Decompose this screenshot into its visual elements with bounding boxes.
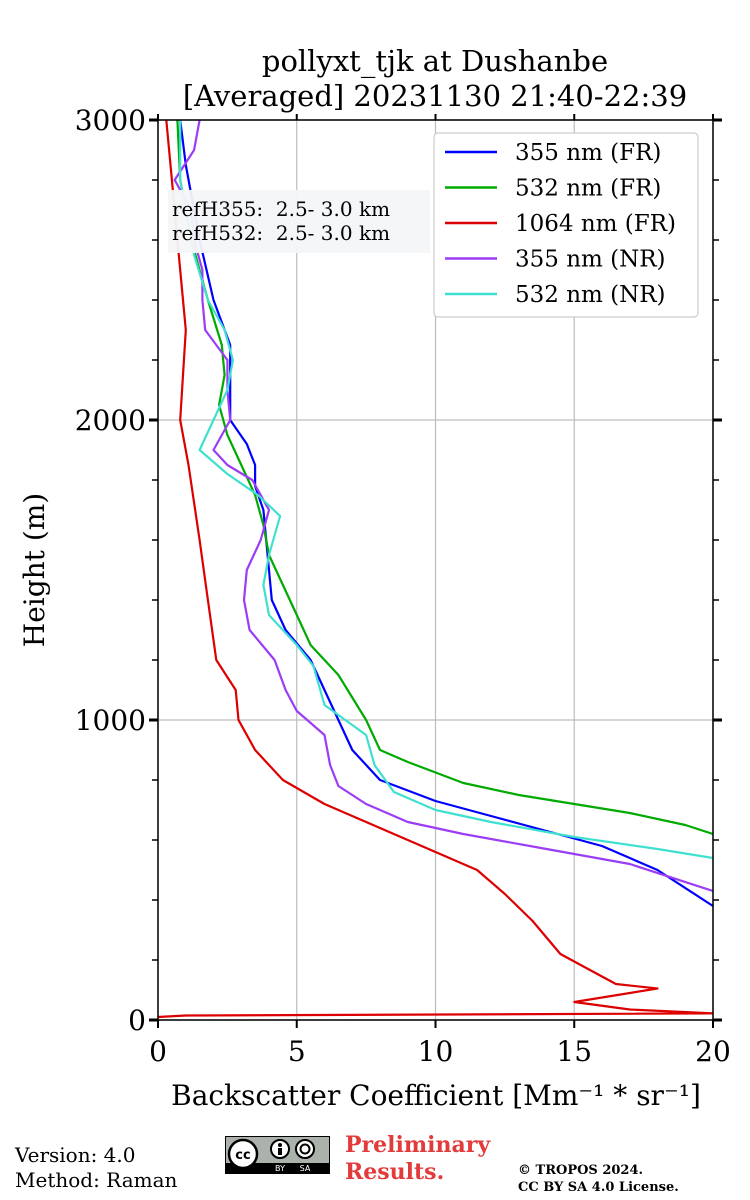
legend-label: 532 nm (FR) — [515, 176, 661, 202]
y-tick-label: 0 — [128, 1004, 146, 1037]
preliminary-results-text: Preliminary — [345, 1132, 491, 1158]
method-text: Method: Raman — [15, 1168, 178, 1192]
y-tick-label: 3000 — [75, 104, 146, 137]
sa-icon — [295, 1139, 315, 1159]
series-layer — [158, 120, 713, 1019]
chart-title: pollyxt_tjk at Dushanbe — [262, 44, 608, 79]
series-line-355-nm-nr- — [173, 120, 713, 893]
license-text: CC BY SA 4.0 License. — [518, 1180, 679, 1195]
preliminary-results-text-line2: Results. — [345, 1159, 445, 1185]
x-axis-label: Backscatter Coefficient [Mm⁻¹ * sr⁻¹] — [171, 1079, 701, 1112]
x-tick-label: 15 — [556, 1035, 592, 1068]
cc-icon — [227, 1138, 259, 1170]
axis-ticks: 0 5 10 15 20 0 1000 2000 3000 — [75, 104, 731, 1068]
svg-text:cc: cc — [235, 1148, 250, 1163]
y-axis-label: Height (m) — [18, 493, 51, 647]
x-tick-label: 20 — [695, 1035, 731, 1068]
cc-by-sa-license-badge: cc BY SA — [225, 1136, 330, 1174]
series-line-532-nm-fr- — [176, 120, 713, 836]
reference-height-annotation: refH355: 2.5- 3.0 km refH532: 2.5- 3.0 k… — [168, 190, 430, 253]
series-line-532-nm-nr- — [179, 120, 713, 860]
chart-subtitle: [Averaged] 20231130 21:40-22:39 — [183, 79, 687, 113]
x-tick-label: 5 — [288, 1035, 306, 1068]
x-tick-label: 0 — [149, 1035, 167, 1068]
version-text: Version: 4.0 — [15, 1143, 136, 1167]
legend: 355 nm (FR) 532 nm (FR) 1064 nm (FR) 355 nm… — [433, 132, 699, 318]
legend-label: 1064 nm (FR) — [515, 211, 676, 237]
backscatter-profile-chart: pollyxt_tjk at Dushanbe [Averaged] 20231… — [18, 44, 731, 1112]
series-line-1064-nm-fr- — [158, 120, 713, 1019]
annotation-refh355: refH355: 2.5- 3.0 km — [172, 197, 390, 221]
x-tick-label: 10 — [418, 1035, 454, 1068]
legend-label: 532 nm (NR) — [515, 282, 666, 308]
annotation-refh532: refH532: 2.5- 3.0 km — [172, 221, 390, 245]
y-tick-label: 1000 — [75, 704, 146, 737]
legend-label: 355 nm (NR) — [515, 247, 666, 273]
legend-label: 355 nm (FR) — [515, 140, 661, 166]
svg-text:SA: SA — [300, 1164, 311, 1173]
y-tick-label: 2000 — [75, 404, 146, 437]
svg-text:BY: BY — [275, 1164, 285, 1173]
legend-box — [433, 132, 699, 318]
copyright-text: © TROPOS 2024. — [518, 1163, 644, 1178]
